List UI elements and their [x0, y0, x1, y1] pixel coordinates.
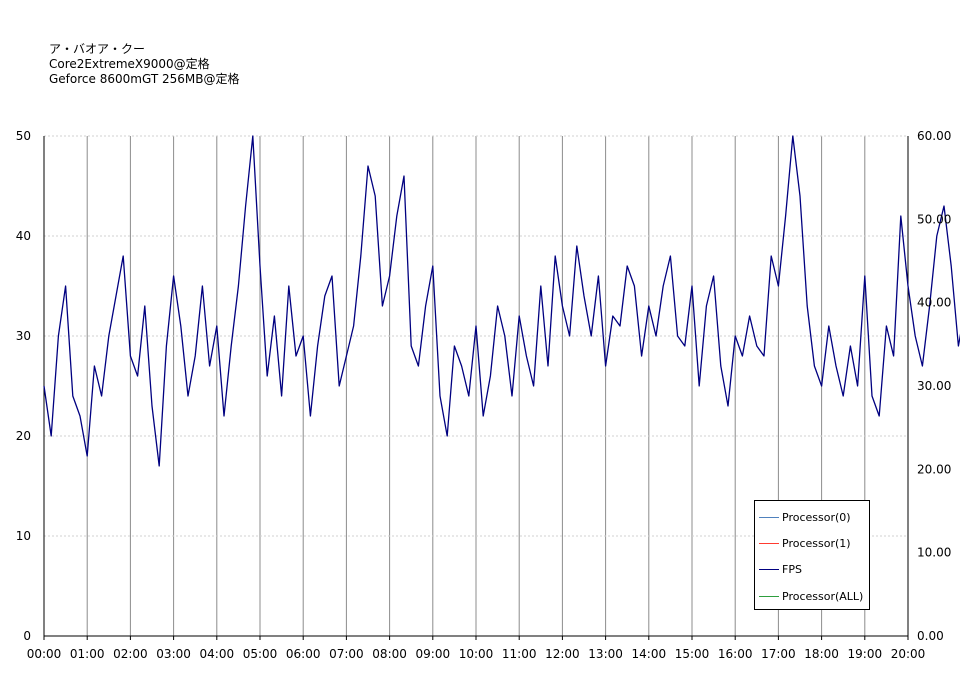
y-left-tick-label: 50	[16, 129, 31, 143]
legend-item-processor-0: Processor(0)	[759, 510, 851, 524]
y-right-tick-label: 30.00	[917, 379, 951, 393]
x-tick-label: 16:00	[718, 647, 753, 661]
x-tick-label: 17:00	[761, 647, 796, 661]
header-line-3: Geforce 8600mGT 256MB@定格	[49, 72, 240, 86]
x-tick-label: 12:00	[545, 647, 580, 661]
chart-header: ア・バオア・クー Core2ExtremeX9000@定格 Geforce 86…	[49, 42, 239, 87]
legend-item-processor-all: Processor(ALL)	[759, 589, 863, 603]
y-left-tick-label: 30	[16, 329, 31, 343]
legend-item-processor-1: Processor(1)	[759, 536, 851, 550]
legend-swatch	[759, 595, 779, 597]
legend-swatch	[759, 516, 779, 518]
x-tick-label: 04:00	[200, 647, 235, 661]
legend-label: FPS	[782, 562, 802, 576]
x-tick-label: 11:00	[502, 647, 537, 661]
y-left-tick-label: 20	[16, 429, 31, 443]
x-tick-label: 02:00	[113, 647, 148, 661]
y-right-tick-label: 50.00	[917, 212, 951, 226]
x-tick-label: 03:00	[156, 647, 191, 661]
legend-swatch	[759, 568, 779, 570]
y-right-tick-label: 20.00	[917, 462, 951, 476]
legend-swatch	[759, 542, 779, 544]
x-tick-label: 09:00	[416, 647, 451, 661]
y-left-tick-label: 0	[23, 629, 31, 643]
legend-label: Processor(0)	[782, 510, 851, 524]
x-tick-label: 15:00	[675, 647, 710, 661]
y-right-tick-label: 60.00	[917, 129, 951, 143]
legend-item-fps: FPS	[759, 562, 802, 576]
x-tick-label: 14:00	[632, 647, 667, 661]
x-tick-label: 07:00	[329, 647, 364, 661]
x-tick-label: 20:00	[891, 647, 926, 661]
x-tick-label: 18:00	[804, 647, 839, 661]
y-left-tick-labels: 0 10 20 30 40 50	[16, 129, 31, 643]
x-tick-label: 13:00	[588, 647, 623, 661]
legend-label: Processor(ALL)	[782, 589, 864, 603]
x-tick-label: 06:00	[286, 647, 321, 661]
y-left-tick-label: 40	[16, 229, 31, 243]
x-tick-label: 00:00	[27, 647, 62, 661]
y-left-tick-label: 10	[16, 529, 31, 543]
x-tick-label: 08:00	[372, 647, 407, 661]
y-right-tick-label: 0.00	[917, 629, 944, 643]
y-right-tick-label: 10.00	[917, 546, 951, 560]
header-line-1: ア・バオア・クー	[49, 42, 146, 56]
series-line-fps	[43, 135, 960, 467]
x-tick-label: 10:00	[459, 647, 494, 661]
y-right-tick-label: 40.00	[917, 296, 951, 310]
chart-legend: Processor(0) Processor(1) FPS Processor(…	[754, 500, 870, 610]
y-right-tick-labels: 0.00 10.00 20.00 30.00 40.00 50.00 60.00	[917, 129, 951, 643]
legend-label: Processor(1)	[782, 536, 851, 550]
header-line-2: Core2ExtremeX9000@定格	[49, 57, 210, 71]
x-tick-label: 19:00	[848, 647, 883, 661]
x-tick-label: 05:00	[243, 647, 278, 661]
x-tick-labels: 00:00 01:00 02:00 03:00 04:00 05:00 06:00 07:00…	[27, 647, 926, 661]
x-tick-label: 01:00	[70, 647, 105, 661]
series-layer	[43, 135, 960, 467]
